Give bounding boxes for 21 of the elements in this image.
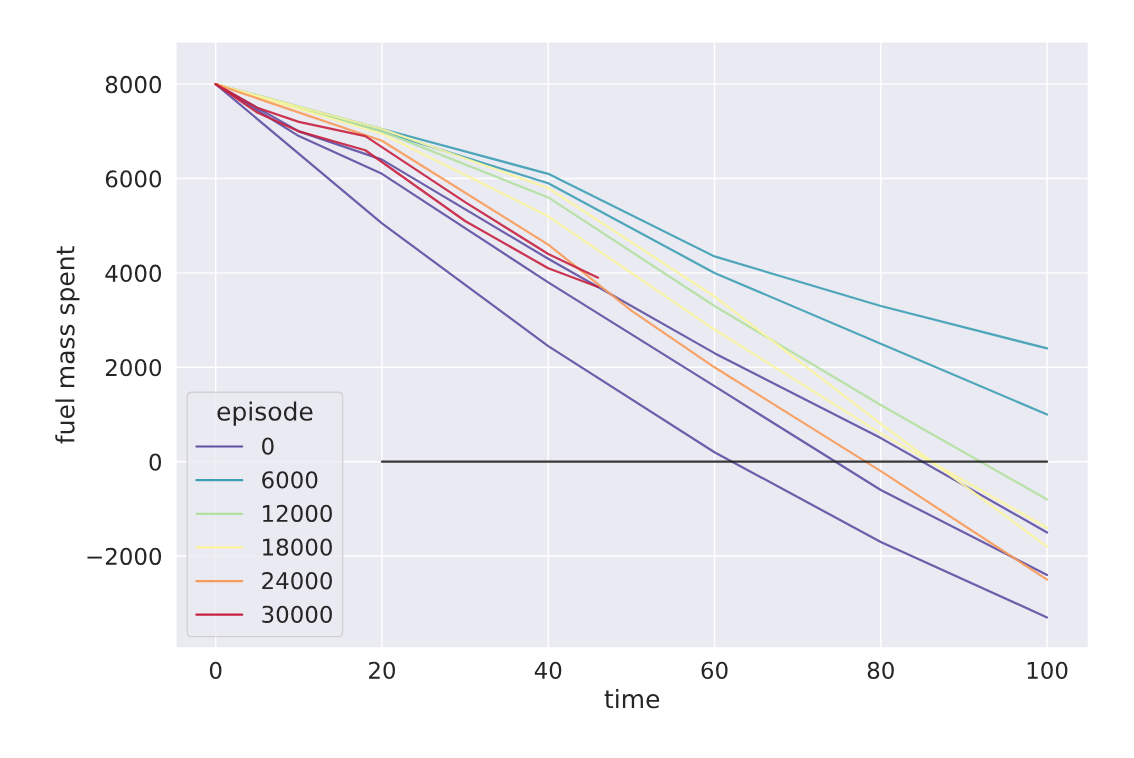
y-tick-label: 2000: [105, 359, 162, 377]
legend-label: 12000: [263, 504, 332, 523]
legend-label: 24000: [262, 572, 332, 590]
legend-label: 30000: [262, 605, 332, 624]
x-tick-label: 80: [867, 661, 894, 680]
y-axis-title: fuel mass spent: [55, 246, 80, 444]
legend-label: 0: [262, 437, 274, 455]
y-tick-label: 6000: [105, 170, 162, 188]
legend-label: 6000: [262, 471, 318, 489]
y-tick-label: 0: [149, 453, 162, 471]
x-tick-label: 40: [534, 661, 562, 680]
x-tick-label: 0: [209, 661, 222, 680]
legend-label: 18000: [263, 538, 332, 556]
x-tick-label: 100: [1027, 661, 1068, 680]
y-tick-label: 8000: [105, 75, 162, 94]
y-tick-label: −2000: [87, 547, 162, 566]
x-tick-label: 20: [369, 661, 396, 680]
x-tick-label: 60: [701, 661, 728, 680]
x-axis-title: time: [604, 689, 660, 709]
legend-title: episode: [217, 401, 313, 426]
y-tick-label: 4000: [105, 264, 162, 282]
